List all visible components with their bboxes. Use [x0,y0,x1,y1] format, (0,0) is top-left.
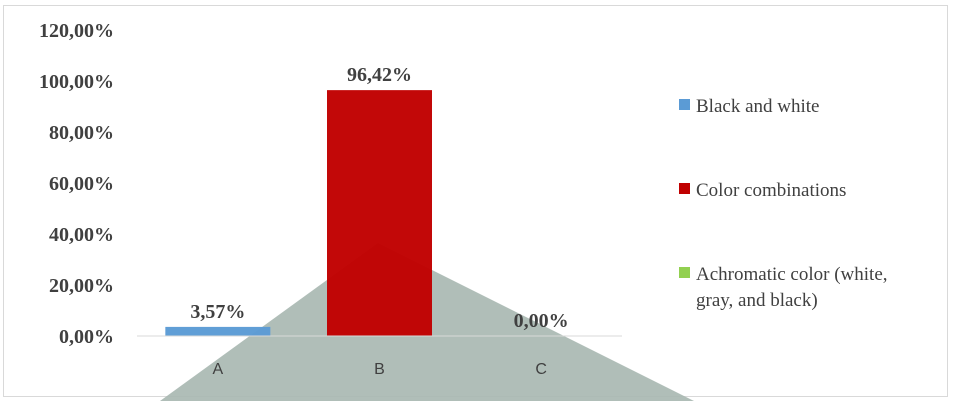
data-label-c: 0,00% [514,310,569,332]
data-label-b: 96,42% [347,64,412,86]
y-tick-label: 120,00% [39,20,114,42]
legend: Black and white Color combinations Achroma… [679,96,888,311]
data-label-a: 3,57% [190,301,245,323]
bar-a [165,326,271,336]
legend-label: gray, and black) [696,290,818,311]
y-tick-label: 40,00% [49,224,114,246]
data-labels: 3,57% 96,42% 0,00% [190,64,568,332]
y-tick-label: 60,00% [49,173,114,195]
x-axis: A B C [212,361,546,378]
x-tick-label: C [535,361,547,378]
y-axis: 0,00% 20,00% 40,00% 60,00% 80,00% 100,00% 120,… [39,20,114,348]
legend-swatch [679,267,690,278]
bar-b [327,90,432,336]
legend-label: Black and white [696,96,819,117]
legend-swatch [679,183,690,194]
y-tick-label: 80,00% [49,122,114,144]
y-tick-label: 0,00% [59,326,114,348]
bars [165,90,432,336]
y-tick-label: 20,00% [49,275,114,297]
y-tick-label: 100,00% [39,71,114,93]
legend-label: Color combinations [696,180,846,201]
legend-label: Achromatic color (white, [696,264,888,285]
x-tick-label: B [374,361,385,378]
legend-swatch [679,99,690,110]
x-tick-label: A [212,361,223,378]
